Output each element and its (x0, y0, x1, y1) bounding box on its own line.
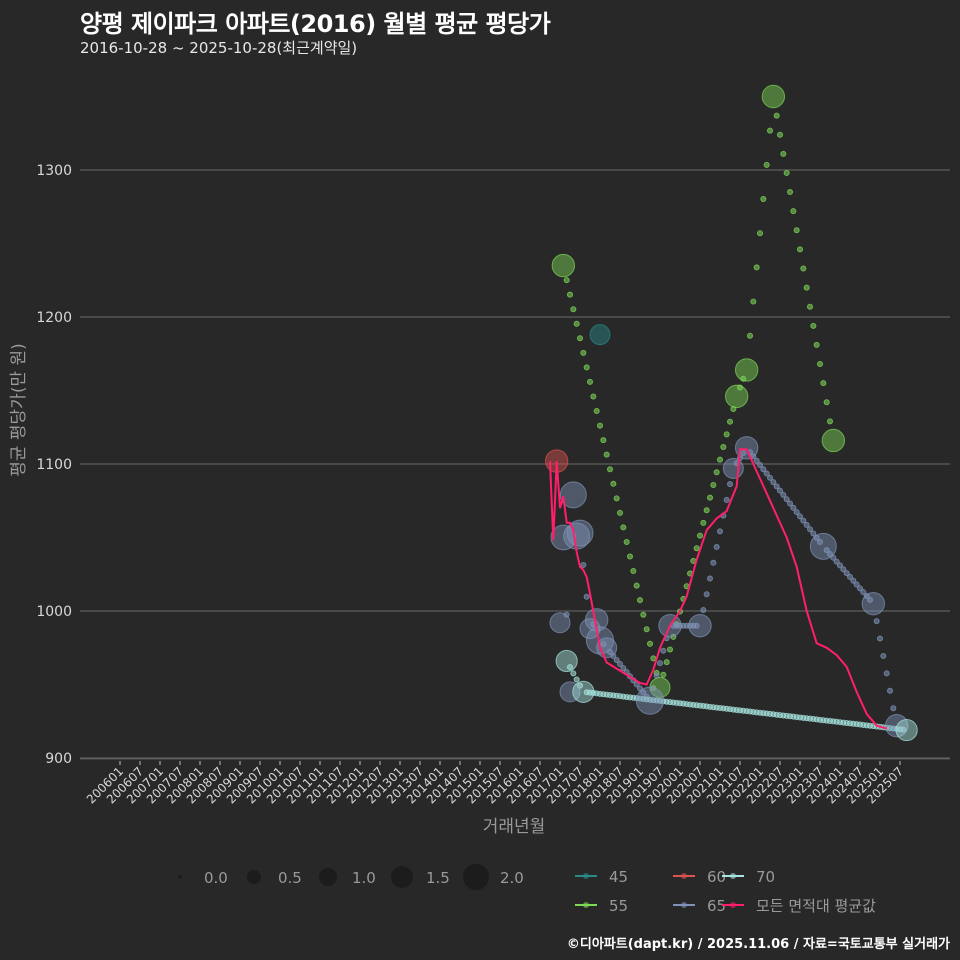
source-caption: ©디아파트(dapt.kr) / 2025.11.06 / 자료=국토교통부 실… (566, 937, 950, 952)
chart-subtitle: 2016-10-28 ~ 2025-10-28(최근계약일) (80, 39, 358, 57)
y-tick-label: 1300 (36, 163, 72, 179)
size-legend-label: 2.0 (500, 869, 524, 887)
interpolation-dots (563, 112, 907, 733)
y-tick-label: 1000 (36, 604, 72, 620)
color-legend: 45 60 70 55 65 모든 면적대 평균값 (575, 868, 876, 915)
data-point (635, 686, 665, 715)
size-legend-swatch (391, 866, 413, 888)
data-point (734, 436, 759, 460)
data-point (566, 519, 594, 547)
size-legend-swatch (247, 870, 261, 884)
y-axis: 900 1000 1100 1200 1300 (36, 163, 72, 767)
color-legend-label: 45 (609, 868, 628, 886)
average-line (549, 448, 887, 730)
gridlines (80, 169, 950, 760)
data-point (722, 457, 744, 479)
x-axis: 2006012006072007012007072008012008072009… (84, 761, 906, 807)
size-legend-swatch (463, 864, 489, 890)
data-point (734, 358, 759, 382)
y-tick-label: 1200 (36, 310, 72, 326)
size-legend-swatch (319, 868, 337, 886)
color-legend-label: 60 (707, 868, 726, 886)
data-point (572, 680, 595, 703)
data-point (809, 532, 837, 560)
data-point (895, 718, 918, 742)
y-axis-title: 평균 평당가(만 원) (9, 343, 29, 477)
data-point (559, 681, 581, 703)
data-point (589, 324, 611, 346)
data-point (761, 84, 786, 109)
size-legend-label: 0.0 (204, 869, 228, 887)
y-tick-label: 900 (45, 751, 72, 767)
size-legend-label: 1.5 (426, 869, 450, 887)
data-points (544, 84, 918, 742)
data-point (724, 384, 749, 409)
data-point (551, 253, 576, 278)
chart-title: 양평 제이파크 아파트(2016) 월별 평균 평당가 (80, 10, 551, 38)
data-point (821, 428, 846, 453)
color-legend-label: 55 (609, 897, 628, 915)
data-point (688, 614, 712, 638)
size-legend: 0.0 0.5 1.0 1.5 2.0 (178, 864, 524, 890)
data-point (559, 481, 587, 509)
y-tick-label: 1100 (36, 457, 72, 473)
data-point (861, 591, 886, 616)
data-point (555, 649, 578, 673)
size-legend-label: 0.5 (278, 869, 302, 887)
x-axis-title: 거래년월 (483, 817, 546, 837)
size-legend-swatch (178, 875, 182, 879)
data-point (549, 612, 571, 634)
color-legend-label: 모든 면적대 평균값 (756, 897, 876, 915)
color-legend-label: 70 (756, 868, 775, 886)
color-legend-label: 65 (707, 897, 726, 915)
size-legend-label: 1.0 (352, 869, 376, 887)
